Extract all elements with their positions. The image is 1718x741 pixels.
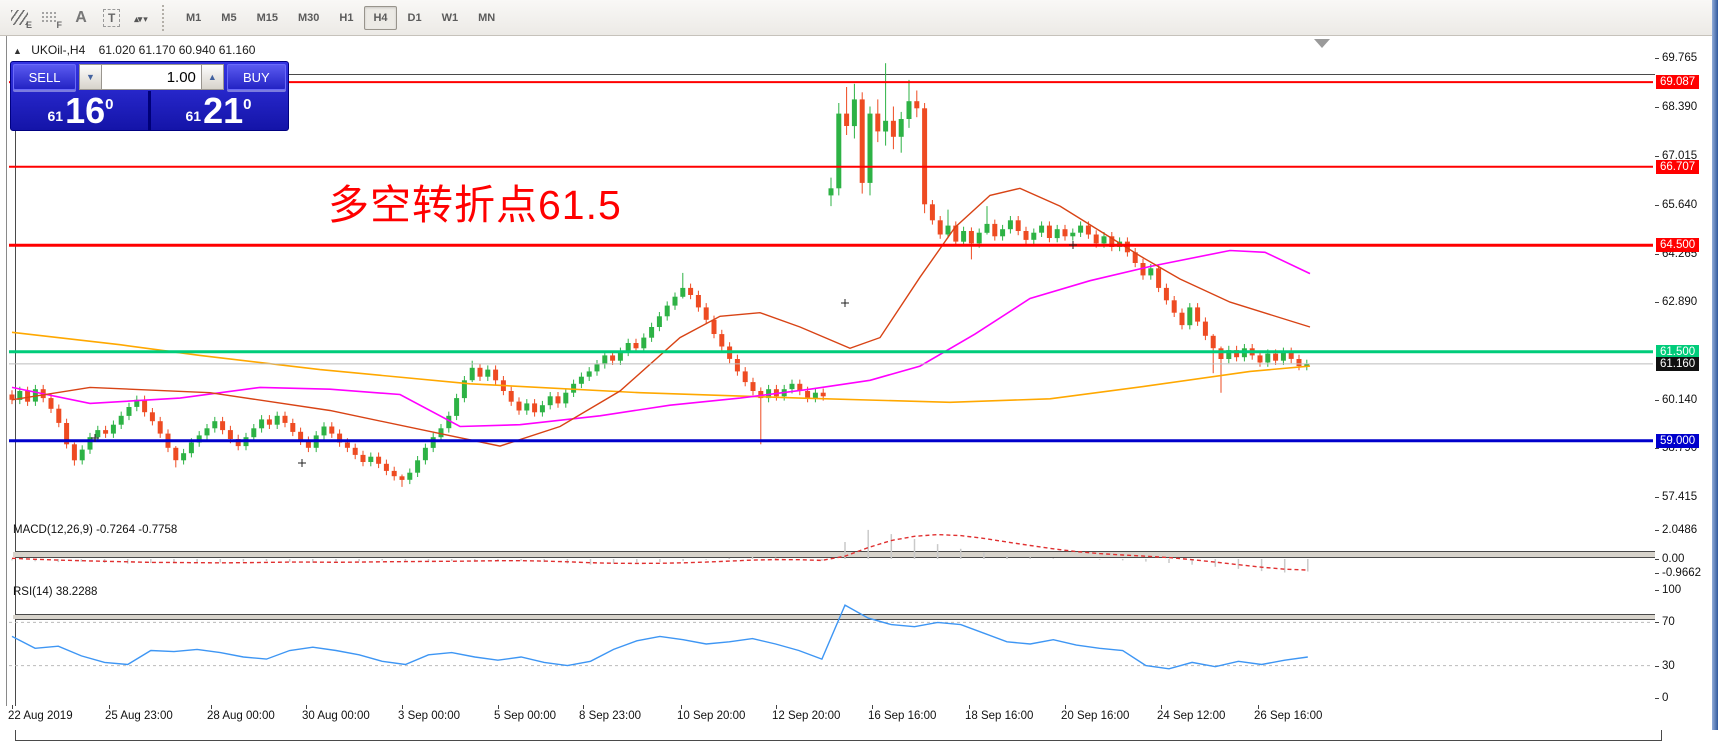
chart-header: ▲ UKOil-,H4 61.020 61.170 60.940 61.160 <box>13 43 255 57</box>
buy-price-sup: 0 <box>243 95 252 113</box>
timeframe-w1[interactable]: W1 <box>433 6 468 30</box>
axis-line-price-label: 61.160 <box>1656 356 1700 371</box>
volume-increase-button[interactable]: ▲ <box>200 64 224 90</box>
sell-price-display[interactable]: 61 16 0 <box>13 91 148 131</box>
axis-line-price-label: 66.707 <box>1656 159 1700 174</box>
time-axis: 22 Aug 2019 25 Aug 23:00 28 Aug 00:00 30 Au… <box>0 705 1712 730</box>
buy-button[interactable]: BUY <box>226 64 286 90</box>
buy-price-big: 21 <box>203 90 244 131</box>
macd-readout: MACD(12,26,9) -0.7264 -0.7758 <box>13 524 178 536</box>
panel-splitter[interactable] <box>13 552 1718 557</box>
main-chart-panel <box>15 74 1662 552</box>
time-axis-label: 26 Sep 16:00 <box>1254 705 1323 722</box>
axis-price-tick: -0.9662 <box>1655 566 1701 580</box>
axis-price-tick: 68.390 <box>1655 100 1697 114</box>
equidistant-channel-tool-icon: E <box>25 19 32 30</box>
chart-window <box>6 36 1718 741</box>
price-axis: 69.765 68.390 67.015 65.640 64.265 62.890 60.1… <box>1655 36 1712 730</box>
axis-price-tick: 70 <box>1655 615 1675 629</box>
symbol-title: UKOil-,H4 <box>31 43 86 57</box>
time-axis-label: 20 Sep 16:00 <box>1061 705 1130 722</box>
timeframe-group: M1 M5 M15 M30 H1 H4 D1 W1 MN <box>176 5 505 30</box>
time-axis-label: 28 Aug 00:00 <box>207 705 275 722</box>
macd-panel <box>15 557 1662 615</box>
ohlc-quote: 61.020 61.170 60.940 61.160 <box>98 43 256 57</box>
fibonacci-retracement-tool[interactable]: F <box>36 4 66 32</box>
rsi-readout: RSI(14) 38.2288 <box>13 586 98 598</box>
text-label-tool[interactable]: A <box>66 4 96 32</box>
axis-line-price-label: 61.500 <box>1656 344 1700 359</box>
axis-price-tick: 0 <box>1655 691 1668 705</box>
dropdown-caret-icon: ▾ <box>143 14 148 24</box>
axis-price-tick: 30 <box>1655 659 1675 673</box>
axis-line-price-label: 59.000 <box>1656 433 1700 448</box>
arrows-tool-icon: ▴▾ <box>134 14 142 24</box>
axis-price-tick: 65.640 <box>1655 198 1697 212</box>
text-tool-icon: T <box>103 9 121 27</box>
toolbar: E F A T ▴▾ ▾ M1 M5 M15 M30 H1 H4 D1 W1 MN <box>0 0 1718 36</box>
axis-price-tick: 2.0486 <box>1655 523 1697 537</box>
timeframe-m15[interactable]: M15 <box>248 6 287 30</box>
window-edge <box>1712 0 1718 730</box>
time-axis-label: 22 Aug 2019 <box>8 705 73 722</box>
timeframe-h4[interactable]: H4 <box>364 5 397 30</box>
buy-price-display[interactable]: 61 21 0 <box>148 91 286 131</box>
panel-splitter[interactable] <box>13 615 1718 619</box>
axis-line-price-label: 64.500 <box>1656 238 1700 253</box>
time-axis-label: 5 Sep 00:00 <box>494 705 557 722</box>
axis-price-tick: 69.765 <box>1655 51 1697 65</box>
time-axis-label: 12 Sep 20:00 <box>772 705 841 722</box>
axis-price-tick: 62.890 <box>1655 295 1697 309</box>
axis-price-tick: 67.015 <box>1655 149 1697 163</box>
axis-price-tick: 60.140 <box>1655 393 1697 407</box>
time-axis-label: 24 Sep 12:00 <box>1157 705 1226 722</box>
buy-price-prefix: 61 <box>185 108 202 124</box>
timeframe-m1[interactable]: M1 <box>177 6 210 30</box>
sell-price-sup: 0 <box>105 95 114 113</box>
axis-price-tick: 57.415 <box>1655 490 1697 504</box>
axis-line-price-label: 69.087 <box>1656 75 1700 90</box>
one-click-trade-panel: SELL ▼ ▲ BUY 61 16 0 61 21 0 <box>10 61 289 131</box>
timeframe-mn[interactable]: MN <box>469 6 504 30</box>
drawing-tools-group: E F A T ▴▾ ▾ <box>6 4 156 32</box>
toolbar-separator <box>162 4 168 31</box>
text-tool[interactable]: T <box>96 4 126 32</box>
time-axis-label: 18 Sep 16:00 <box>965 705 1034 722</box>
collapse-panel-icon[interactable]: ▲ <box>13 46 22 56</box>
time-axis-label: 10 Sep 20:00 <box>677 705 746 722</box>
chart-text-annotation: 多空转折点61.5 <box>328 182 622 228</box>
arrows-tool[interactable]: ▴▾ ▾ <box>126 4 156 32</box>
time-axis-label: 8 Sep 23:00 <box>579 705 642 722</box>
timeframe-d1[interactable]: D1 <box>399 6 431 30</box>
chart-shift-marker-icon <box>1314 39 1330 48</box>
time-axis-label: 30 Aug 00:00 <box>302 705 370 722</box>
sell-price-big: 16 <box>65 90 106 131</box>
time-axis-label: 3 Sep 00:00 <box>398 705 461 722</box>
equidistant-channel-tool[interactable]: E <box>6 4 36 32</box>
sell-price-prefix: 61 <box>47 108 64 124</box>
volume-decrease-button[interactable]: ▼ <box>79 64 102 90</box>
fibonacci-retracement-tool-icon: F <box>56 19 63 30</box>
time-axis-label: 25 Aug 23:00 <box>105 705 173 722</box>
text-label-tool-icon: A <box>75 8 87 26</box>
sell-button[interactable]: SELL <box>13 64 77 90</box>
time-axis-label: 16 Sep 16:00 <box>868 705 937 722</box>
timeframe-m5[interactable]: M5 <box>212 6 245 30</box>
axis-price-tick: 0.00 <box>1655 552 1684 566</box>
axis-price-tick: 100 <box>1655 583 1681 597</box>
timeframe-m30[interactable]: M30 <box>289 6 328 30</box>
volume-input[interactable] <box>101 64 201 90</box>
timeframe-h1[interactable]: H1 <box>330 6 362 30</box>
